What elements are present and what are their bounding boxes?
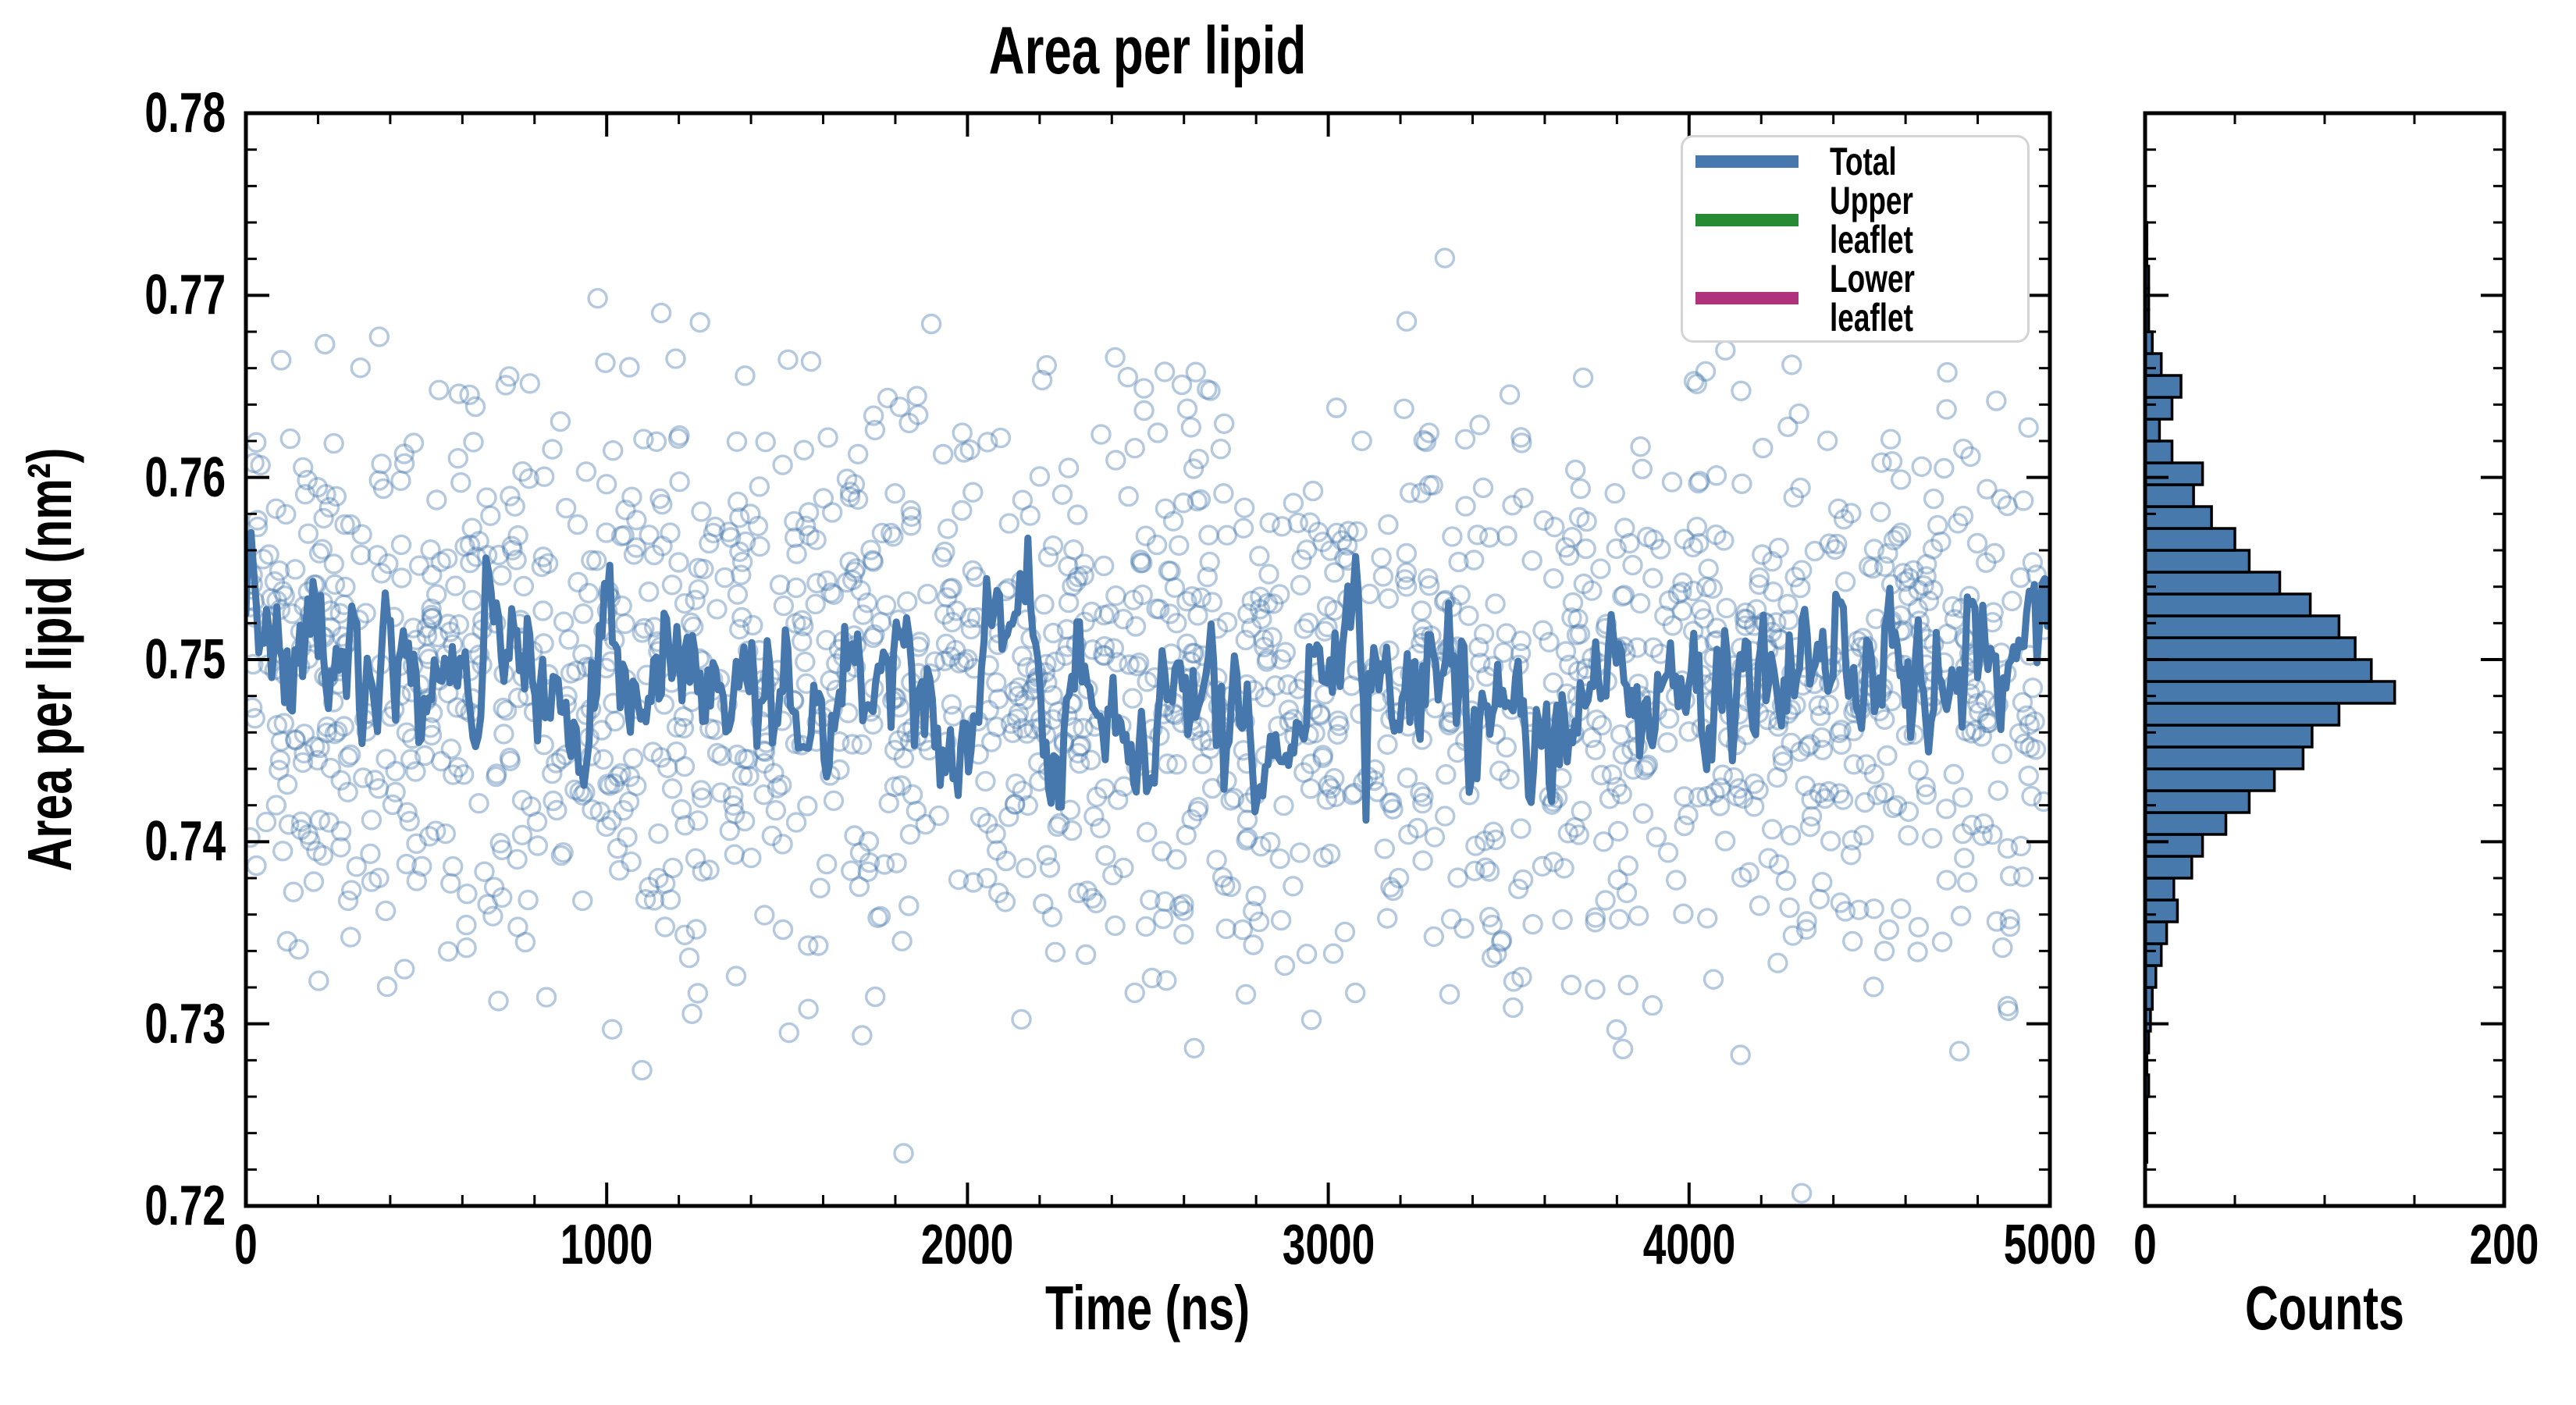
- histogram-bar: [2144, 855, 2194, 880]
- histogram-bar: [2144, 352, 2163, 377]
- x-tick-label: 3000: [1282, 1214, 1375, 1276]
- y-tick-label: 0.76: [144, 446, 226, 509]
- panel-spines: [244, 111, 2052, 1208]
- histogram-bar: [2144, 571, 2282, 596]
- x-tick-label: 2000: [921, 1214, 1014, 1276]
- y-tick-label: 0.78: [144, 82, 226, 144]
- histogram-bar: [2144, 833, 2204, 858]
- histogram-bar: [2144, 505, 2213, 530]
- histogram-bar: [2144, 789, 2251, 814]
- y-tick-label: 0.75: [144, 628, 226, 691]
- legend-item-lower-leaflet: Lower leaflet: [1695, 259, 2019, 337]
- histogram-bar: [2144, 702, 2341, 727]
- legend-swatch-lower-leaflet: [1695, 292, 1799, 304]
- x-tick-label: 0: [234, 1214, 258, 1276]
- legend-item-total: Total: [1695, 142, 2019, 181]
- counts-tick-label: 200: [2469, 1214, 2539, 1276]
- histogram-bar: [2144, 767, 2276, 792]
- histogram-bar: [2144, 877, 2176, 902]
- legend-label-lower-leaflet: Lower leaflet: [1830, 257, 1915, 340]
- x-axis-label-counts: Counts: [2245, 1273, 2404, 1343]
- y-tick-label: 0.74: [144, 810, 226, 873]
- legend: Total Upper leaflet Lower leaflet: [1681, 135, 2030, 343]
- histogram-bar: [2144, 724, 2314, 749]
- x-axis-label-time: Time (ns): [1044, 1273, 1251, 1343]
- x-tick-label: 4000: [1642, 1214, 1736, 1276]
- running-average-line: [246, 528, 2050, 824]
- plot-title: Area per lipid: [988, 13, 1307, 88]
- x-tick-label: 1000: [560, 1214, 653, 1276]
- panel-spines: [2143, 111, 2507, 1208]
- axis-ticks: [244, 112, 2506, 1208]
- histogram-bar: [2144, 374, 2183, 399]
- legend-label-upper-leaflet: Upper leaflet: [1830, 179, 1913, 261]
- histogram-bars: [2144, 221, 2396, 1164]
- histogram-bar: [2144, 898, 2179, 923]
- histogram-bar: [2144, 658, 2373, 683]
- histogram-bar: [2144, 396, 2174, 421]
- legend-swatch-total: [1695, 155, 1799, 168]
- x-tick-label: 5000: [2003, 1214, 2097, 1276]
- histogram-bar: [2144, 527, 2236, 552]
- histogram-bar: [2144, 592, 2312, 617]
- histogram-bar: [2144, 461, 2204, 486]
- histogram-bar: [2144, 745, 2305, 770]
- legend-item-upper-leaflet: Upper leaflet: [1695, 181, 2019, 259]
- legend-swatch-upper-leaflet: [1695, 214, 1799, 226]
- histogram-bar: [2144, 614, 2341, 639]
- histogram-bar: [2144, 439, 2174, 464]
- y-tick-label: 0.77: [144, 264, 226, 327]
- legend-label-total: Total: [1830, 140, 1897, 183]
- histogram-bar: [2144, 636, 2357, 661]
- histogram-bar: [2144, 942, 2163, 967]
- histogram-bar: [2144, 549, 2251, 574]
- y-tick-label: 0.73: [144, 992, 226, 1055]
- histogram-bar: [2144, 418, 2161, 443]
- counts-tick-label: 0: [2133, 1214, 2157, 1276]
- histogram-bar: [2144, 483, 2195, 508]
- histogram-bar: [2144, 920, 2169, 945]
- y-tick-label: 0.72: [144, 1175, 226, 1237]
- histogram-bar: [2144, 680, 2396, 705]
- scatter-total: [246, 247, 2050, 1204]
- y-axis-label: Area per lipid (nm²): [15, 447, 84, 872]
- histogram-bar: [2144, 811, 2228, 836]
